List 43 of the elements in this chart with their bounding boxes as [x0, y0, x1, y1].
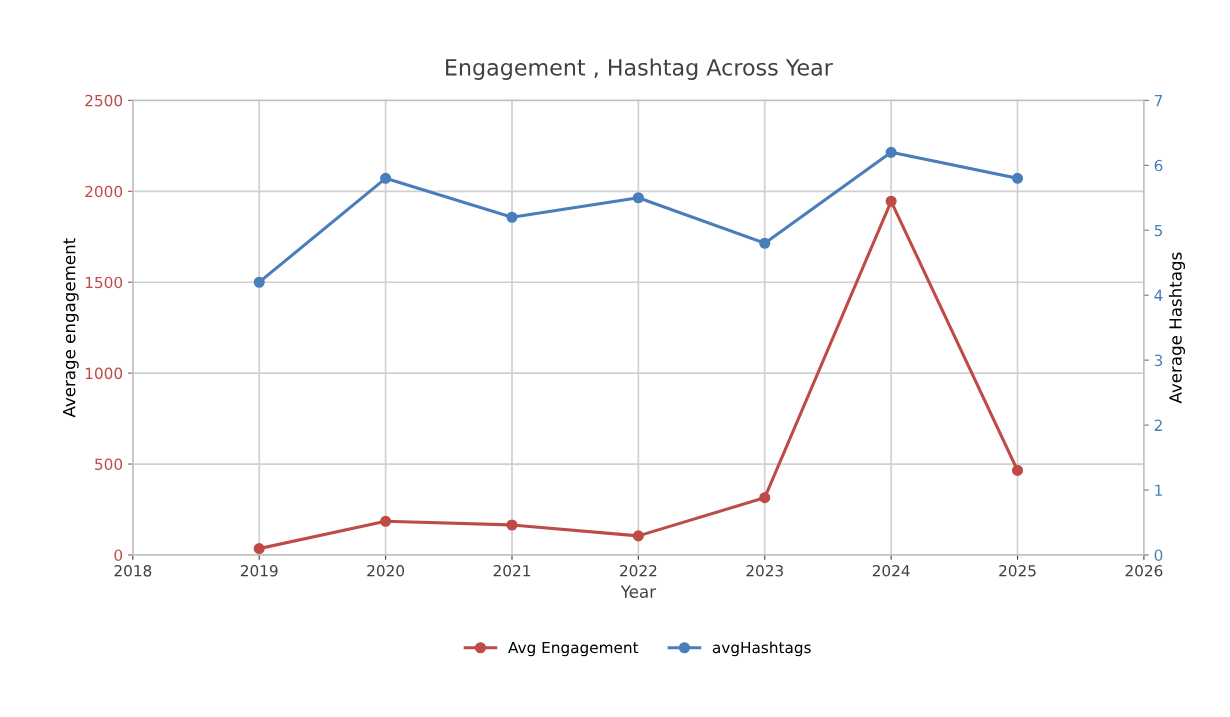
legend-label: avgHashtags [712, 641, 811, 657]
y2-tick-label: 5 [1154, 224, 1163, 237]
point [506, 211, 518, 223]
y-tick-label: 500 [95, 458, 123, 471]
x-tick-label: 2018 [114, 564, 152, 577]
point [632, 192, 644, 204]
legend-label: Avg Engagement [508, 641, 639, 657]
x-tick-label: 2024 [872, 564, 910, 577]
y-tick-label: 2500 [85, 94, 123, 107]
y2-tick-label: 0 [1154, 549, 1163, 561]
point [1011, 464, 1024, 476]
y2-tick-label: 2 [1154, 419, 1162, 431]
y-tick-label: 0 [114, 549, 123, 561]
point [759, 237, 771, 249]
x-tick-label: 2023 [746, 564, 783, 577]
y-tick-label: 1000 [85, 367, 123, 380]
point [380, 515, 392, 527]
x-tick-label: 2022 [620, 564, 657, 577]
y2-axis-title: Average Hashtags [1168, 252, 1186, 404]
x-tick-label: 2020 [367, 564, 405, 577]
chart-title: Engagement , Hashtag Across Year [446, 58, 833, 80]
y-tick-label: 2000 [85, 185, 123, 198]
point [253, 276, 265, 288]
x-tick-label: 2026 [1125, 564, 1163, 577]
y2-tick-label: 6 [1154, 159, 1163, 172]
point [632, 530, 644, 542]
x-tick-label: 2021 [493, 564, 531, 577]
point [253, 543, 265, 555]
y-axis-title: Average engagement [63, 238, 79, 418]
y2-tick-label: 4 [1154, 289, 1163, 301]
point [506, 519, 518, 531]
y2-tick-label: 3 [1154, 354, 1163, 367]
y-tick-label: 1500 [85, 276, 123, 289]
point [885, 195, 897, 207]
y2-tick-label: 1 [1155, 484, 1162, 496]
point [759, 492, 771, 504]
x-tick-label: 2019 [240, 564, 278, 577]
point [1011, 172, 1024, 184]
x-axis-title: Year [620, 585, 657, 598]
point [380, 172, 392, 184]
point [885, 146, 897, 158]
x-tick-label: 2025 [999, 564, 1036, 577]
y2-tick-label: 7 [1154, 95, 1163, 107]
